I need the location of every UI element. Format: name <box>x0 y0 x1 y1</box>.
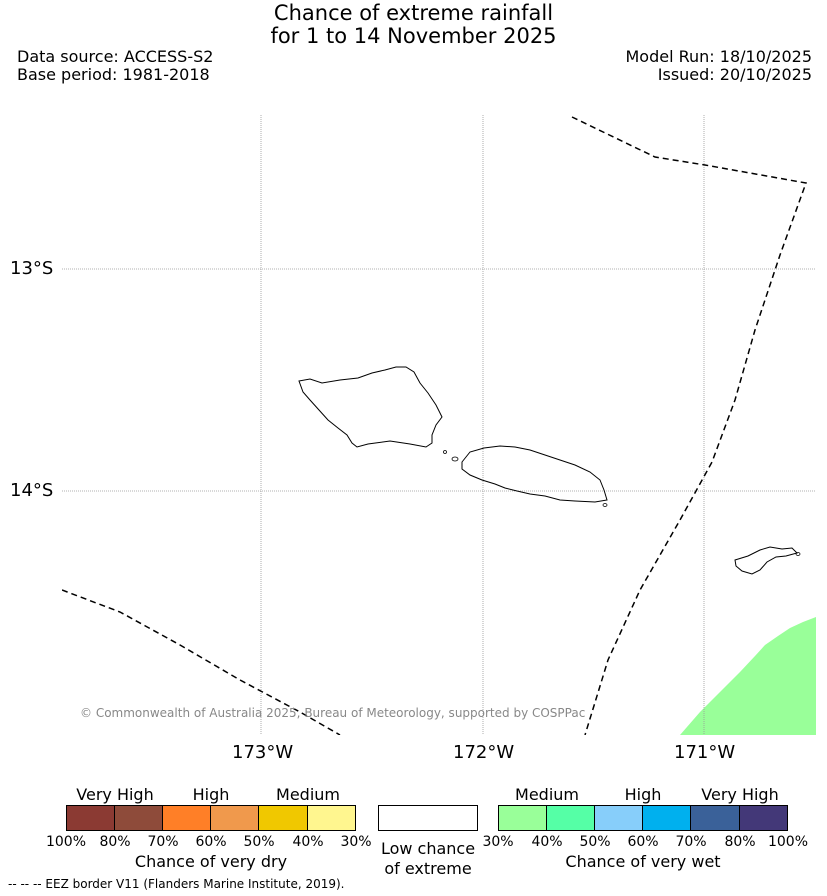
wet-colorbar: Medium High Very High 30% 40% 50% 60% 70… <box>482 785 808 850</box>
dry-tick: 60% <box>195 834 227 850</box>
dry-swatch-4 <box>211 805 259 831</box>
wet-swatch-5 <box>691 805 740 831</box>
wet-chance-area <box>680 617 816 735</box>
dry-cat-medium: Medium <box>276 785 340 804</box>
savaii-island <box>298 366 443 448</box>
wet-swatch-2 <box>547 805 595 831</box>
model-run: Model Run: 18/10/2025 <box>625 47 813 66</box>
wet-tick: 70% <box>675 834 707 850</box>
wet-legend-label: Chance of very wet <box>565 852 721 871</box>
eez-border-southwest <box>62 589 341 735</box>
wet-cat-high: High <box>624 785 662 804</box>
lon-label-171w: 171°W <box>674 742 736 763</box>
wet-tick: 30% <box>482 834 514 850</box>
base-period: Base period: 1981-2018 <box>17 65 210 84</box>
nuutele-islet <box>602 503 608 507</box>
wet-swatch-1 <box>498 805 547 831</box>
wet-cat-very-high: Very High <box>701 785 779 804</box>
wet-tick: 50% <box>579 834 611 850</box>
eez-borders <box>62 116 808 735</box>
dry-swatch-3 <box>163 805 211 831</box>
dry-swatch-5 <box>259 805 308 831</box>
data-source: Data source: ACCESS-S2 <box>17 47 214 66</box>
wet-cat-medium: Medium <box>515 785 579 804</box>
wet-swatch-4 <box>643 805 691 831</box>
map-panel <box>62 115 816 735</box>
lon-label-173w: 173°W <box>232 742 294 763</box>
low-chance-label: Low chance of extreme <box>368 839 488 879</box>
dry-legend-label: Chance of very dry <box>134 852 288 871</box>
title-line-2: for 1 to 14 November 2025 <box>270 24 557 48</box>
dry-tick: 50% <box>243 834 275 850</box>
low-chance-line-2: of extreme <box>384 859 472 878</box>
lon-label-172w: 172°W <box>453 742 515 763</box>
issued-date: Issued: 20/10/2025 <box>657 65 812 84</box>
lat-label-13s: 13°S <box>10 258 54 279</box>
low-chance-swatch <box>378 805 478 831</box>
lat-label-14s: 14°S <box>10 480 54 501</box>
wet-swatch-3 <box>595 805 643 831</box>
title-line-1: Chance of extreme rainfall <box>273 1 554 25</box>
wet-tick: 40% <box>531 834 563 850</box>
dry-tick: 40% <box>292 834 324 850</box>
wet-tick: 100% <box>767 834 809 850</box>
wet-swatch-6 <box>740 805 788 831</box>
gridlines <box>62 115 816 735</box>
dry-swatch-2 <box>115 805 163 831</box>
apolima-island <box>443 450 447 454</box>
wet-tick: 80% <box>724 834 756 850</box>
tutuila-island <box>734 546 798 575</box>
eez-source-note: -- -- -- EEZ border V11 (Flanders Marine… <box>8 877 345 891</box>
wet-tick: 60% <box>627 834 659 850</box>
meta-left: Data source: ACCESS-S2 Base period: 1981… <box>17 48 213 84</box>
dry-cat-very-high: Very High <box>76 785 154 804</box>
dry-swatch-1 <box>66 805 115 831</box>
copyright-notice: © Commonwealth of Australia 2025, Bureau… <box>80 706 586 720</box>
meta-right: Model Run: 18/10/2025 Issued: 20/10/2025 <box>626 48 813 84</box>
dry-tick: 100% <box>45 834 87 850</box>
aunuu-islet <box>795 552 801 556</box>
upolu-island <box>461 445 608 503</box>
eez-border-east <box>571 116 808 735</box>
low-chance-line-1: Low chance <box>380 839 476 858</box>
map-title: Chance of extreme rainfall for 1 to 14 N… <box>0 2 827 48</box>
dry-tick: 70% <box>147 834 179 850</box>
dry-tick: 80% <box>99 834 131 850</box>
dry-swatch-6 <box>308 805 356 831</box>
dry-colorbar: Very High High Medium 100% 80% 70% 60% 5… <box>46 785 372 850</box>
dry-cat-high: High <box>192 785 230 804</box>
manono-island <box>451 456 459 462</box>
dry-tick: 30% <box>340 834 372 850</box>
